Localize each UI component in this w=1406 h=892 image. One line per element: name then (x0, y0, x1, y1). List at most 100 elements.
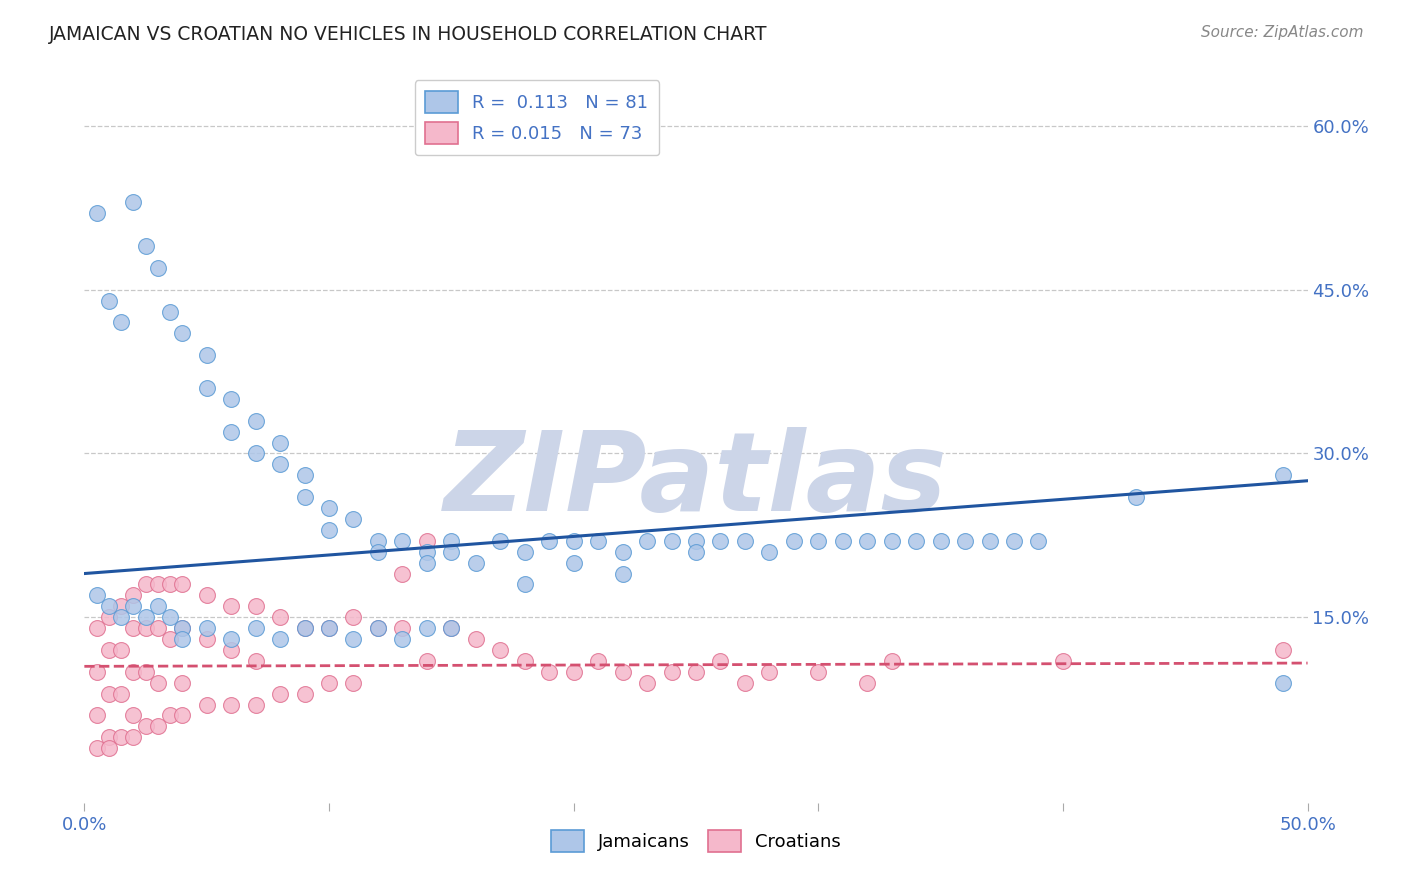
Point (440, 545, 463, 559)
Point (562, 665, 585, 679)
Point (489, 533, 512, 548)
Point (342, 512, 364, 526)
Point (269, 435, 291, 450)
Point (367, 621, 389, 635)
Point (929, 533, 952, 548)
Point (636, 533, 658, 548)
Point (219, 599, 242, 614)
Point (146, 719, 169, 733)
Point (219, 643, 242, 657)
Point (489, 643, 512, 657)
Point (807, 665, 830, 679)
Point (135, 239, 157, 253)
Point (391, 533, 413, 548)
Point (122, 708, 145, 723)
Point (1272, 643, 1295, 657)
Point (86, 708, 108, 723)
Point (440, 621, 463, 635)
Point (159, 610, 181, 624)
Point (86, 741, 108, 756)
Point (172, 577, 194, 591)
Point (110, 315, 132, 329)
Point (953, 533, 976, 548)
Point (97, 599, 120, 614)
Point (122, 599, 145, 614)
Point (709, 533, 731, 548)
Point (905, 533, 928, 548)
Point (122, 195, 145, 210)
Point (86, 206, 108, 220)
Point (685, 533, 707, 548)
Point (122, 731, 145, 745)
Point (856, 675, 879, 690)
Point (513, 577, 536, 591)
Point (219, 425, 242, 439)
Point (97, 687, 120, 701)
Point (146, 577, 169, 591)
Point (97, 610, 120, 624)
Point (318, 675, 340, 690)
Point (294, 621, 316, 635)
Point (1272, 468, 1295, 483)
Point (562, 533, 585, 548)
Point (416, 621, 439, 635)
Point (416, 533, 439, 548)
Point (1002, 533, 1025, 548)
Point (245, 654, 267, 668)
Point (172, 326, 194, 341)
Point (318, 621, 340, 635)
Point (172, 621, 194, 635)
Point (219, 698, 242, 712)
Point (586, 533, 609, 548)
Point (294, 468, 316, 483)
Point (195, 632, 218, 646)
Point (159, 708, 181, 723)
Point (538, 665, 561, 679)
Point (245, 621, 267, 635)
Point (122, 621, 145, 635)
Point (1028, 533, 1050, 548)
Point (97, 643, 120, 657)
Point (391, 632, 413, 646)
Point (269, 458, 291, 472)
Point (880, 654, 903, 668)
Point (86, 621, 108, 635)
Point (110, 643, 132, 657)
Point (562, 556, 585, 570)
Point (342, 610, 364, 624)
Point (159, 577, 181, 591)
Point (856, 533, 879, 548)
Text: Source: ZipAtlas.com: Source: ZipAtlas.com (1201, 25, 1364, 40)
Point (245, 446, 267, 460)
Point (159, 304, 181, 318)
Point (269, 632, 291, 646)
Point (135, 610, 157, 624)
Text: JAMAICAN VS CROATIAN NO VEHICLES IN HOUSEHOLD CORRELATION CHART: JAMAICAN VS CROATIAN NO VEHICLES IN HOUS… (49, 25, 768, 44)
Point (97, 741, 120, 756)
Point (245, 599, 267, 614)
Point (464, 632, 486, 646)
Point (135, 665, 157, 679)
Point (709, 654, 731, 668)
Point (122, 588, 145, 602)
Point (685, 545, 707, 559)
Point (172, 621, 194, 635)
Point (464, 556, 486, 570)
Point (612, 665, 634, 679)
Point (440, 621, 463, 635)
Point (416, 545, 439, 559)
Point (172, 708, 194, 723)
Point (219, 392, 242, 406)
Point (146, 621, 169, 635)
Point (661, 665, 683, 679)
Point (1272, 675, 1295, 690)
Point (880, 533, 903, 548)
Point (195, 348, 218, 362)
Point (612, 566, 634, 581)
Point (294, 490, 316, 504)
Point (661, 533, 683, 548)
Point (146, 675, 169, 690)
Point (294, 621, 316, 635)
Point (97, 731, 120, 745)
Point (513, 654, 536, 668)
